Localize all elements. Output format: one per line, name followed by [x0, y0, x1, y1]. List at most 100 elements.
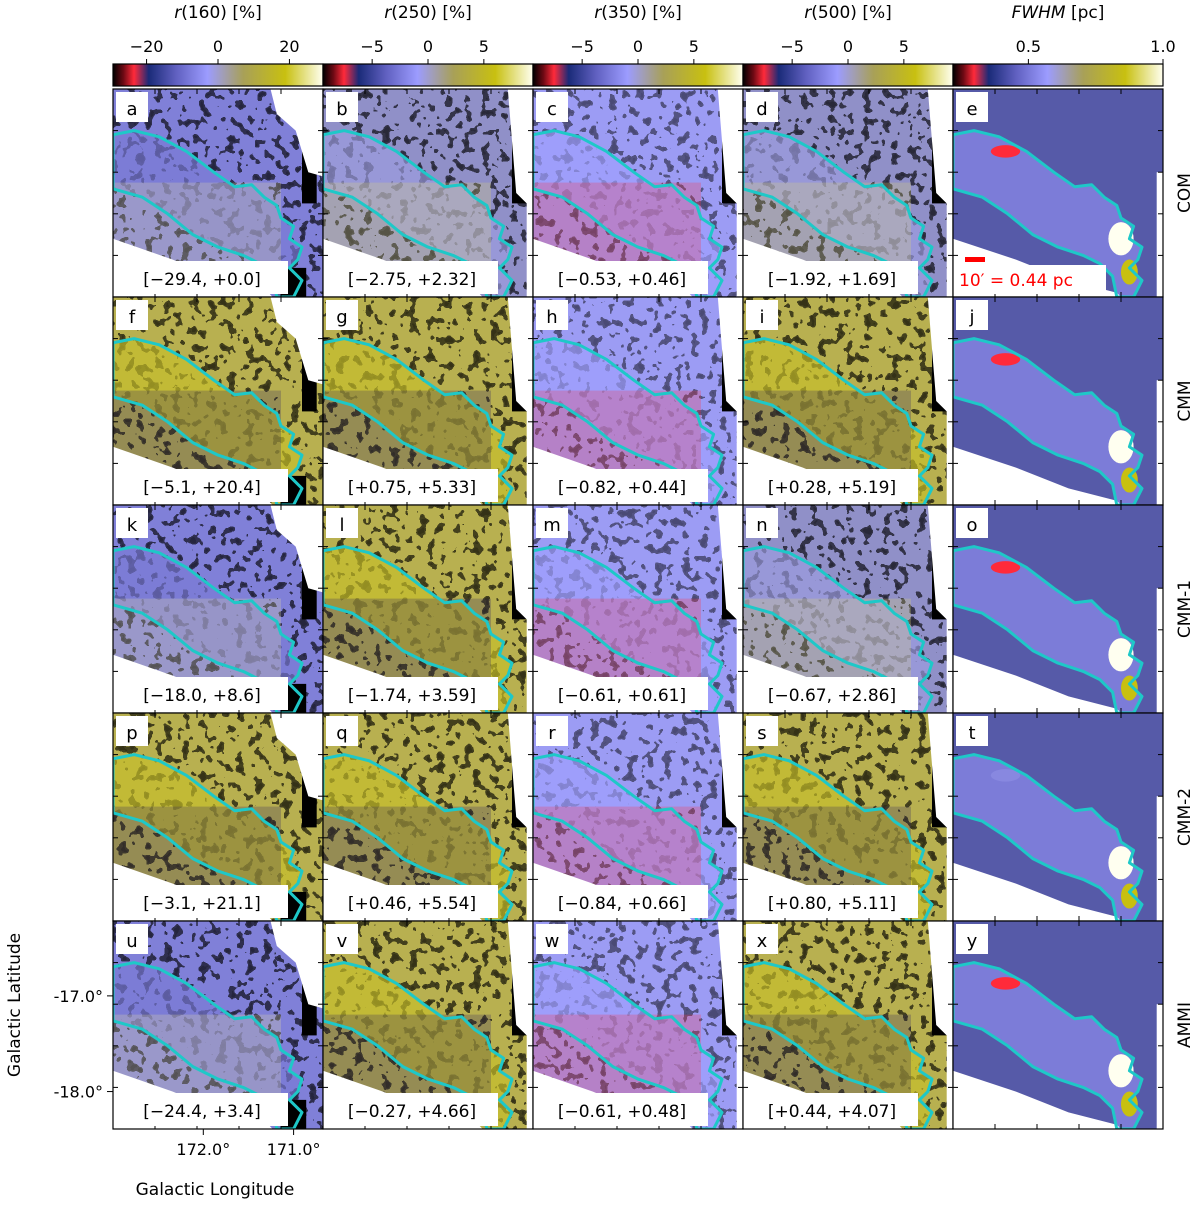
- colorbar-tick-label: −5: [780, 37, 804, 56]
- panel-letter-bg: [326, 508, 358, 538]
- panel-letter-bg: [746, 924, 778, 954]
- map-blank-area: [270, 89, 323, 177]
- panel-range-label: [−0.27, +4.66]: [348, 1102, 476, 1122]
- panel-y: y: [952, 920, 1164, 1130]
- colorbar-title: r(500) [%]: [804, 3, 892, 23]
- row-label: CMM: [1175, 380, 1195, 421]
- panel-range-label: [−29.4, +0.0]: [143, 270, 260, 290]
- panel-range-label: [−0.61, +0.61]: [558, 686, 686, 706]
- panel-range-label: [−1.74, +3.59]: [348, 686, 476, 706]
- panel-letter: i: [759, 307, 764, 328]
- filament-contour: [533, 337, 724, 505]
- colorbar-title-unit: (350) [%]: [601, 3, 682, 23]
- panel-e: e 10′ = 0.44 pc: [952, 88, 1164, 298]
- panel-range-label: [−2.75, +2.32]: [348, 270, 476, 290]
- panel-letter-bg: [956, 508, 988, 538]
- colorbar-title-var: r: [804, 3, 812, 23]
- colorbar-tick-label: 5: [899, 37, 909, 56]
- panel-range-bg: [746, 261, 918, 294]
- row-label: AMMI: [1175, 1002, 1195, 1048]
- x-axis-label: Galactic Longitude: [136, 1180, 295, 1200]
- colorbar-title-var: r: [594, 3, 602, 23]
- colorbar-row: r(160) [%]−20 0 20r(250) [%]−5 0 5r(350) [%]…: [112, 3, 1176, 87]
- panel-letter: g: [336, 307, 347, 328]
- filament-region: [323, 754, 512, 921]
- map-blank-area: [507, 713, 533, 921]
- panel-k: k [−18.0, +8.6]: [112, 504, 324, 714]
- map-blank-area: [507, 89, 533, 297]
- filament-contour: [743, 961, 934, 1129]
- colorbar-title-var: r: [384, 3, 392, 23]
- colorbar-tick-label: 0: [633, 37, 643, 56]
- filament-contour: [113, 337, 304, 505]
- fwhm-minimum: [990, 145, 1021, 158]
- colorbar-title: r(160) [%]: [174, 3, 262, 23]
- panel-letter-bg: [746, 92, 778, 122]
- panel-range-bg: [326, 677, 498, 710]
- filament-region: [113, 338, 302, 505]
- colorbar-title: r(350) [%]: [594, 3, 682, 23]
- panel-range-label: [+0.80, +5.11]: [768, 894, 896, 914]
- panel-letter: v: [337, 931, 348, 952]
- map-blank-area: [270, 713, 323, 801]
- filament-contour: [533, 961, 724, 1129]
- colorbar-gradient: [952, 63, 1164, 87]
- panel-c: c [−0.53, +0.46]: [532, 88, 744, 298]
- scale-bar: [965, 257, 985, 262]
- outer-axes: Galactic Longitude Galactic Latitude 172…: [5, 933, 321, 1200]
- panel-j: j: [952, 296, 1164, 506]
- panel-range-label: [−0.84, +0.66]: [558, 894, 686, 914]
- panel-r: r [−0.84, +0.66]: [532, 712, 744, 922]
- map-blank-area: [717, 297, 743, 505]
- panel-range-label: [−24.4, +3.4]: [143, 1102, 260, 1122]
- panel-letter-bg: [326, 300, 358, 330]
- panel-letter-bg: [746, 300, 778, 330]
- scale-bar-label-bg: [956, 265, 1106, 294]
- filament-contour: [113, 545, 304, 713]
- filament-region: [533, 754, 722, 921]
- filament-contour: [323, 129, 514, 297]
- filament-region: [743, 546, 932, 713]
- panel-letter-bg: [116, 300, 148, 330]
- x-tick-label: 172.0°: [176, 1140, 230, 1159]
- panel-range-bg: [326, 469, 498, 502]
- colorbar-tick-label: 0.5: [1016, 37, 1041, 56]
- map-blank-area: [1156, 588, 1163, 713]
- panel-range-bg: [326, 1093, 498, 1126]
- panel-letter: t: [968, 723, 975, 744]
- fwhm-minimum: [990, 769, 1021, 782]
- y-tick-label: -18.0°: [54, 1083, 103, 1102]
- map-blank-area: [1156, 380, 1163, 505]
- panel-letter-bg: [956, 924, 988, 954]
- colorbar-title-var: FWHM: [1012, 3, 1066, 23]
- panel-range-label: [−0.61, +0.48]: [558, 1102, 686, 1122]
- panel-range-label: [−0.82, +0.44]: [558, 478, 686, 498]
- colorbar-tick-label: 5: [479, 37, 489, 56]
- map-blank-area: [717, 505, 743, 713]
- panel-a: a [−29.4, +0.0]: [112, 88, 324, 298]
- panel-range-bg: [326, 885, 498, 918]
- panel-range-bg: [116, 885, 288, 918]
- panel-letter: j: [968, 307, 974, 328]
- fwhm-filament: [953, 754, 1142, 921]
- panel-letter: m: [543, 515, 561, 536]
- colorbar-4: r(500) [%]−5 0 5: [742, 3, 954, 87]
- map-blank-area: [1156, 1004, 1163, 1129]
- colorbar-2: r(250) [%]−5 0 5: [322, 3, 534, 87]
- panel-letter: d: [756, 99, 767, 120]
- filament-contour: [953, 753, 1144, 921]
- panel-l: l [−1.74, +3.59]: [322, 504, 534, 714]
- fwhm-minimum: [990, 561, 1021, 574]
- panel-v: v [−0.27, +4.66]: [322, 920, 534, 1130]
- map-blank-area: [1156, 172, 1163, 297]
- colorbar-tick-label: 20: [279, 37, 299, 56]
- panel-letter-bg: [116, 924, 148, 954]
- panel-range-label: [−3.1, +21.1]: [143, 894, 260, 914]
- map-blank-area: [927, 89, 953, 297]
- row-label: CMM-2: [1175, 788, 1195, 846]
- filament-contour: [953, 337, 1144, 505]
- map-blank-area: [507, 297, 533, 505]
- panel-letter-bg: [116, 508, 148, 538]
- panel-range-bg: [116, 261, 288, 294]
- panel-letter-bg: [116, 716, 148, 746]
